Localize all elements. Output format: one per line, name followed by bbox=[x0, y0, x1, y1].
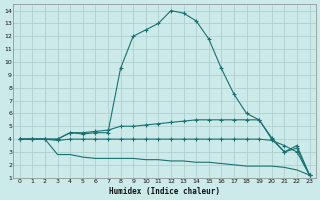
X-axis label: Humidex (Indice chaleur): Humidex (Indice chaleur) bbox=[109, 187, 220, 196]
